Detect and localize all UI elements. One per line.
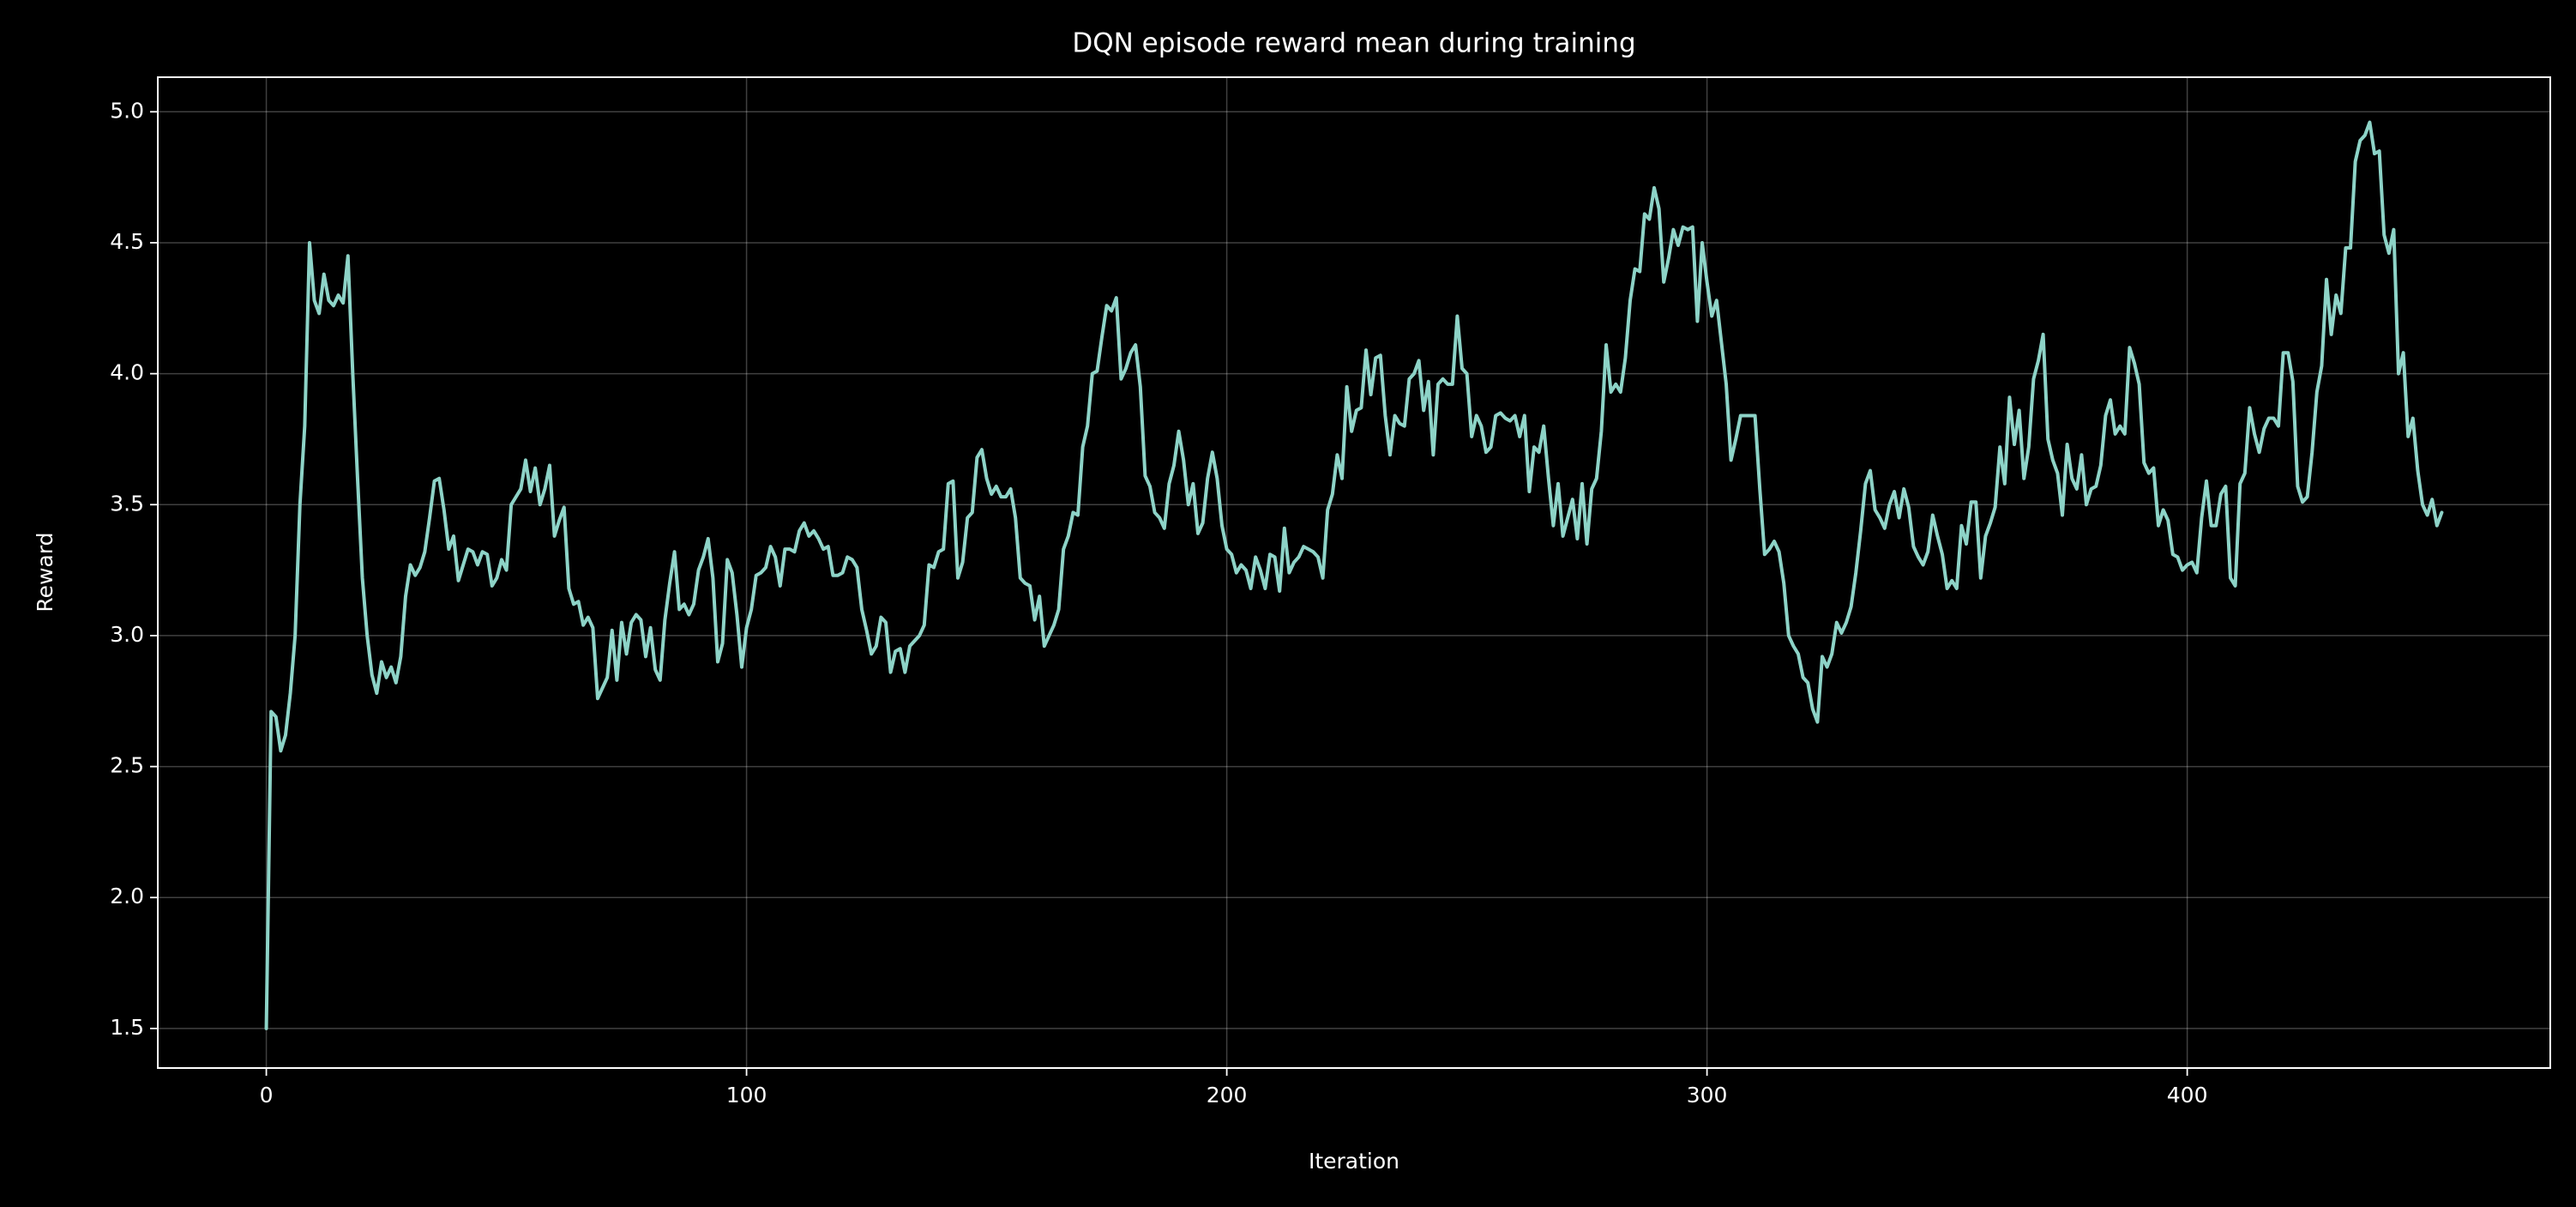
y-tick-label: 4.0 — [110, 360, 144, 385]
x-tick-label: 0 — [260, 1083, 274, 1107]
x-tick-label: 100 — [726, 1083, 767, 1107]
x-tick-label: 400 — [2167, 1083, 2208, 1107]
x-tick-label: 300 — [1687, 1083, 1728, 1107]
y-tick-label: 2.0 — [110, 884, 144, 908]
reward-line — [264, 120, 2444, 1030]
y-axis-label: Reward — [33, 532, 57, 612]
y-tick-label: 1.5 — [110, 1015, 144, 1040]
x-axis-label: Iteration — [1309, 1149, 1399, 1174]
y-tick-label: 5.0 — [110, 98, 144, 123]
y-tick-label: 3.5 — [110, 491, 144, 516]
y-tick-label: 2.5 — [110, 753, 144, 778]
plot-frame — [157, 76, 2551, 1069]
y-tick-label: 3.0 — [110, 622, 144, 647]
x-tick-label: 200 — [1207, 1083, 1248, 1107]
y-tick-label: 4.5 — [110, 229, 144, 254]
chart-title: DQN episode reward mean during training — [1072, 28, 1635, 59]
